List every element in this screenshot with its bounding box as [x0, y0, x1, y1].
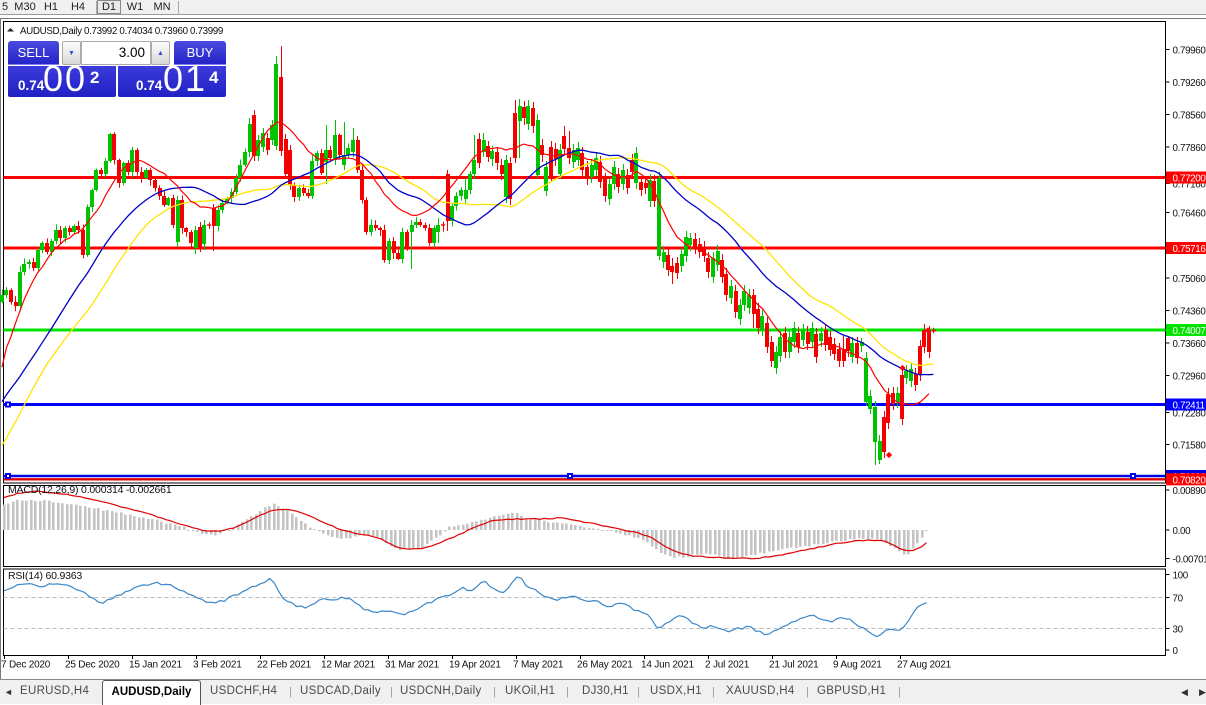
svg-text:0: 0 [1173, 646, 1179, 657]
svg-text:0.77860: 0.77860 [1173, 143, 1206, 154]
svg-text:MACD(12,26,9) 0.000314 -0.0026: MACD(12,26,9) 0.000314 -0.002661 [8, 484, 172, 496]
svg-text:0.76460: 0.76460 [1173, 209, 1206, 220]
svg-text:-0.00701: -0.00701 [1173, 555, 1206, 566]
svg-text:100: 100 [1173, 571, 1189, 582]
svg-text:AUDUSD,Daily 0.73992 0.74034: AUDUSD,Daily 0.73992 0.74034 0.73960 0.7… [20, 26, 223, 37]
svg-text:RSI(14) 60.9363: RSI(14) 60.9363 [8, 570, 82, 582]
svg-text:12 Mar 2021: 12 Mar 2021 [321, 660, 376, 671]
svg-text:7 May 2021: 7 May 2021 [513, 660, 564, 671]
svg-text:21 Jul 2021: 21 Jul 2021 [769, 660, 819, 671]
svg-text:19 Apr 2021: 19 Apr 2021 [449, 660, 501, 671]
svg-text:0.78560: 0.78560 [1173, 111, 1206, 122]
svg-text:9 Aug 2021: 9 Aug 2021 [833, 660, 882, 671]
svg-text:2 Jul 2021: 2 Jul 2021 [705, 660, 750, 671]
svg-text:25 Dec 2020: 25 Dec 2020 [65, 660, 120, 671]
svg-text:0.77200: 0.77200 [1173, 174, 1206, 185]
svg-text:0.00: 0.00 [1173, 526, 1192, 537]
svg-text:0.72411: 0.72411 [1173, 401, 1205, 412]
svg-text:0.70820: 0.70820 [1173, 475, 1206, 486]
svg-text:0.008904: 0.008904 [1173, 486, 1206, 497]
svg-text:0.73660: 0.73660 [1173, 339, 1206, 350]
svg-text:0.79260: 0.79260 [1173, 78, 1206, 89]
svg-text:0.74360: 0.74360 [1173, 307, 1206, 318]
svg-text:7 Dec 2020: 7 Dec 2020 [1, 660, 51, 671]
svg-text:0.79960: 0.79960 [1173, 46, 1206, 57]
svg-text:26 May 2021: 26 May 2021 [577, 660, 633, 671]
svg-text:0.71580: 0.71580 [1173, 441, 1206, 452]
svg-text:0.75716: 0.75716 [1173, 244, 1206, 255]
svg-text:14 Jun 2021: 14 Jun 2021 [641, 660, 694, 671]
svg-text:15 Jan 2021: 15 Jan 2021 [129, 660, 182, 671]
svg-text:27 Aug 2021: 27 Aug 2021 [897, 660, 952, 671]
svg-text:3 Feb 2021: 3 Feb 2021 [193, 660, 242, 671]
svg-text:70: 70 [1173, 594, 1184, 605]
svg-text:0.74007: 0.74007 [1173, 326, 1206, 337]
svg-text:31 Mar 2021: 31 Mar 2021 [385, 660, 440, 671]
svg-text:22 Feb 2021: 22 Feb 2021 [257, 660, 312, 671]
svg-text:0.72960: 0.72960 [1173, 372, 1206, 383]
svg-text:0.75060: 0.75060 [1173, 274, 1206, 285]
svg-text:30: 30 [1173, 625, 1184, 636]
